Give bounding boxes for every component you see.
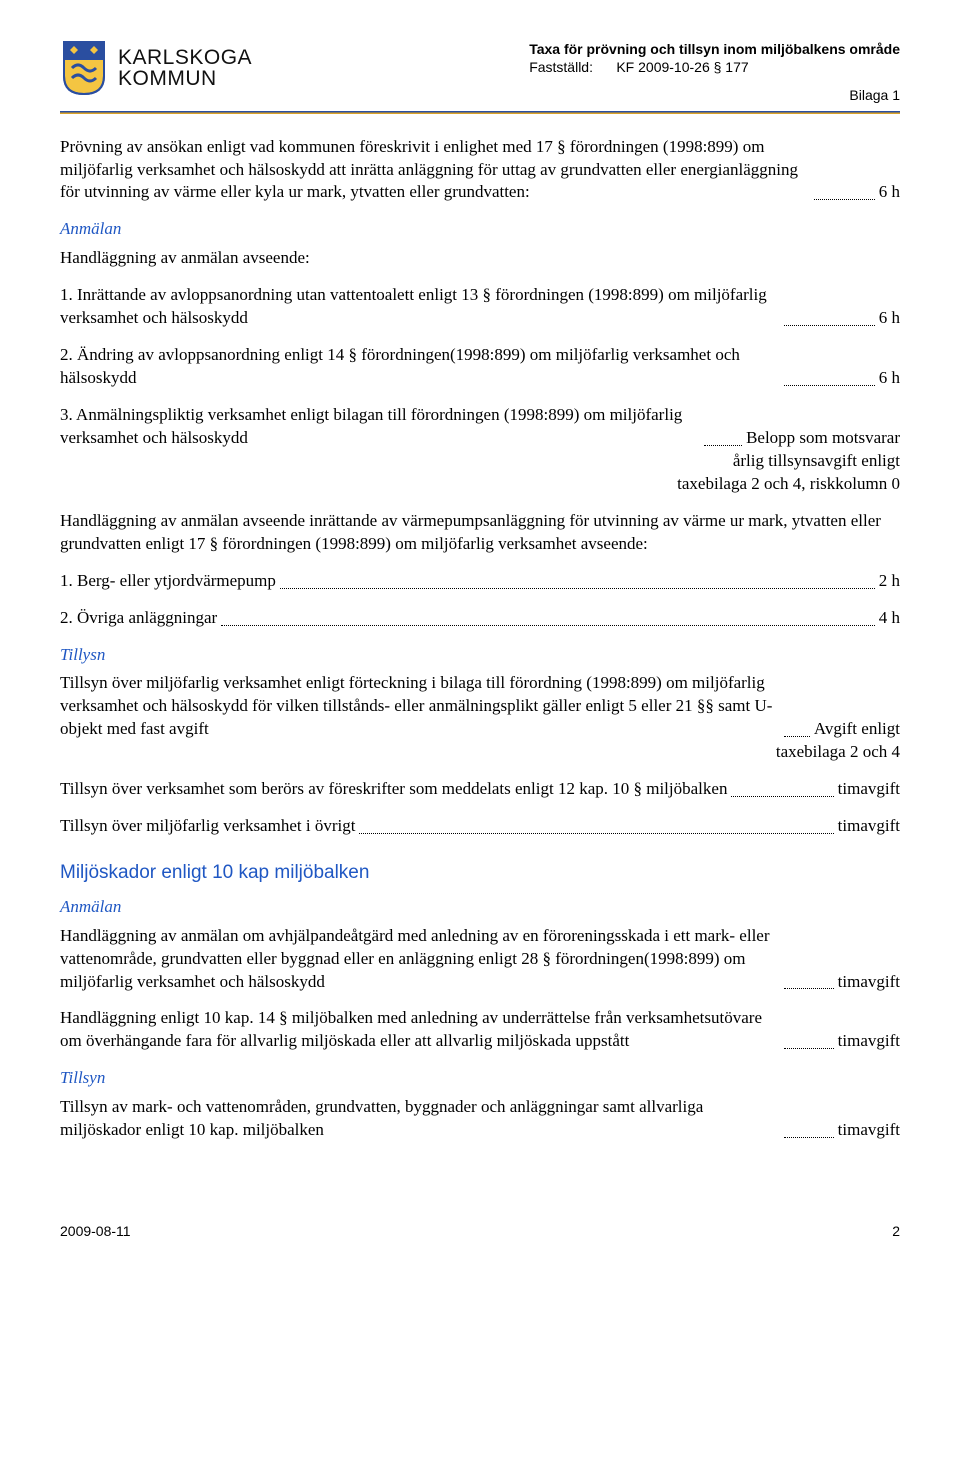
item-text: Prövning av ansökan enligt vad kommunen … xyxy=(60,136,810,205)
page-footer: 2009-08-11 2 xyxy=(60,1222,900,1241)
leader-dots xyxy=(814,199,875,200)
anmalan-intro: Handläggning av anmälan avseende: xyxy=(60,247,900,270)
document-body: Prövning av ansökan enligt vad kommunen … xyxy=(60,136,900,1143)
tillsyn-item-2: Tillsyn över verksamhet som berörs av fö… xyxy=(60,778,900,801)
item-value-line2: taxebilaga 2 och 4 xyxy=(60,741,900,764)
list-item-4: 1. Berg- eller ytjordvärmepump 2 h xyxy=(60,570,900,593)
attachment-label: Bilaga 1 xyxy=(529,86,900,104)
leader-dots xyxy=(221,625,875,626)
section-miljoskador: Miljöskador enligt 10 kap miljöbalken xyxy=(60,860,900,886)
brand-line-2: KOMMUN xyxy=(118,68,252,89)
item-text: 1. Berg- eller ytjordvärmepump xyxy=(60,570,276,593)
item-text: 2. Övriga anläggningar xyxy=(60,607,217,630)
list-item-5: 2. Övriga anläggningar 4 h xyxy=(60,607,900,630)
footer-date: 2009-08-11 xyxy=(60,1222,131,1241)
item-text: Tillsyn över miljöfarlig verksamhet enli… xyxy=(60,672,780,741)
leader-dots xyxy=(784,325,875,326)
item-text: Tillsyn av mark- och vattenområden, grun… xyxy=(60,1096,780,1142)
item-value: 2 h xyxy=(879,570,900,593)
tillsyn-item-1: Tillsyn över miljöfarlig verksamhet enli… xyxy=(60,672,900,764)
leader-dots xyxy=(704,445,742,446)
header-divider xyxy=(60,111,900,114)
list-item-3: 3. Anmälningspliktig verksamhet enligt b… xyxy=(60,404,900,496)
tillsyn2-item-1: Tillsyn av mark- och vattenområden, grun… xyxy=(60,1096,900,1142)
leader-dots xyxy=(784,736,810,737)
leader-dots xyxy=(784,988,834,989)
item-text: 3. Anmälningspliktig verksamhet enligt b… xyxy=(60,404,700,450)
faststalld-value: KF 2009-10-26 § 177 xyxy=(616,59,748,75)
item-text: Tillsyn över miljöfarlig verksamhet i öv… xyxy=(60,815,355,838)
item-text: 2. Ändring av avloppsanordning enligt 14… xyxy=(60,344,780,390)
leader-dots xyxy=(784,385,875,386)
page-header: KARLSKOGA KOMMUN Taxa för prövning och t… xyxy=(60,40,900,105)
leader-dots xyxy=(280,588,875,589)
item-provning: Prövning av ansökan enligt vad kommunen … xyxy=(60,136,900,205)
item-value-line1: Avgift enligt xyxy=(814,718,900,741)
faststalld-label: Fastställd: xyxy=(529,59,593,75)
miljoskador-item-1: Handläggning av anmälan om avhjälpandeåt… xyxy=(60,925,900,994)
item-value: 6 h xyxy=(879,367,900,390)
leader-dots xyxy=(359,833,833,834)
list-item-2: 2. Ändring av avloppsanordning enligt 14… xyxy=(60,344,900,390)
item-value: timavgift xyxy=(838,815,900,838)
brand-text: KARLSKOGA KOMMUN xyxy=(118,47,252,89)
item-text: Handläggning av anmälan om avhjälpandeåt… xyxy=(60,925,780,994)
item-text: Handläggning enligt 10 kap. 14 § miljöba… xyxy=(60,1007,780,1053)
doc-subtitle: Fastställd: KF 2009-10-26 § 177 xyxy=(529,58,900,76)
leader-dots xyxy=(784,1137,834,1138)
doc-title: Taxa för prövning och tillsyn inom miljö… xyxy=(529,40,900,58)
list-item-1: 1. Inrättande av avloppsanordning utan v… xyxy=(60,284,900,330)
item-value: timavgift xyxy=(838,1119,900,1142)
item-value-line1: Belopp som motsvarar xyxy=(746,427,900,450)
brand-line-1: KARLSKOGA xyxy=(118,47,252,68)
leader-dots xyxy=(731,796,833,797)
item-value: 4 h xyxy=(879,607,900,630)
item-value: timavgift xyxy=(838,1030,900,1053)
item-value: timavgift xyxy=(838,971,900,994)
tillsyn-item-3: Tillsyn över miljöfarlig verksamhet i öv… xyxy=(60,815,900,838)
item-value-line2: årlig tillsynsavgift enligt xyxy=(60,450,900,473)
tillsyn2-heading: Tillsyn xyxy=(60,1067,900,1090)
brand-block: KARLSKOGA KOMMUN xyxy=(60,40,252,96)
item-value: 6 h xyxy=(879,307,900,330)
item-text: 1. Inrättande av avloppsanordning utan v… xyxy=(60,284,780,330)
municipality-crest-icon xyxy=(60,40,108,96)
tillsyn-heading: Tillysn xyxy=(60,644,900,667)
item-value-line3: taxebilaga 2 och 4, riskkolumn 0 xyxy=(60,473,900,496)
leader-dots xyxy=(784,1048,834,1049)
header-meta: Taxa för prövning och tillsyn inom miljö… xyxy=(529,40,900,105)
anmalan-heading: Anmälan xyxy=(60,218,900,241)
item-text: Tillsyn över verksamhet som berörs av fö… xyxy=(60,778,727,801)
item-value: 6 h xyxy=(879,181,900,204)
footer-page: 2 xyxy=(892,1222,900,1241)
varmepump-intro: Handläggning av anmälan avseende inrätta… xyxy=(60,510,900,556)
anmalan2-heading: Anmälan xyxy=(60,896,900,919)
miljoskador-item-2: Handläggning enligt 10 kap. 14 § miljöba… xyxy=(60,1007,900,1053)
item-value: timavgift xyxy=(838,778,900,801)
